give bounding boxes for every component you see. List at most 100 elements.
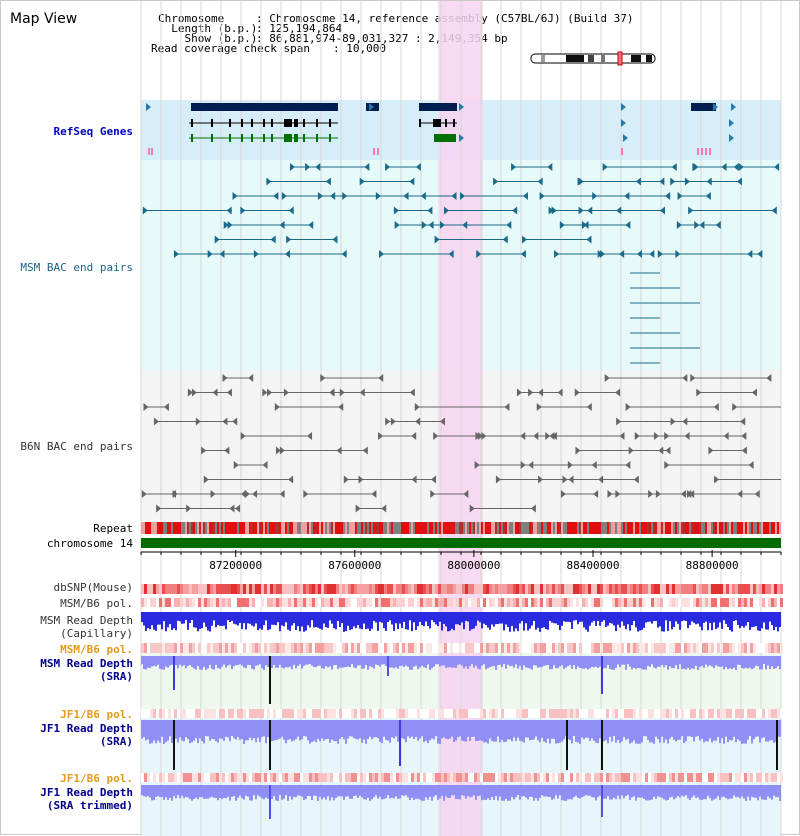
jf1-depth-sra-bar [213,720,215,740]
track-label-jf1-depth-sra[interactable]: JF1 Read Depth [40,722,133,735]
b6n-bac-pair-end [153,417,159,426]
msm-depth-sra-bar [417,656,419,670]
jf1-depth-trim-bar [465,785,467,799]
msm-depth-sra-bar [369,656,371,667]
jf1-depth-trim-bar [249,785,251,801]
msm-b6-pol-mark [528,598,531,607]
jf1-depth-sra-bar [653,720,655,744]
msm-b6-pol-mark [219,598,222,607]
repeat-mark [141,522,143,534]
msm-bac-pair-end [676,221,682,229]
msm-depth-sra-bar [303,656,305,666]
jf1-depth-sra-bar [559,720,561,743]
msm-b6-pol-2-mark [687,643,690,653]
b6n-bac-pair-end [339,388,345,397]
msm-depth-cap-bar [205,612,207,627]
jf1-depth-trim-bar [777,785,779,798]
msm-bac-pair-end [602,163,608,171]
jf1-b6-pol-mark [513,709,516,718]
jf1-depth-trim-bar [689,785,691,801]
repeat-mark [687,522,689,534]
msm-depth-sra-bar [467,656,469,669]
repeat-mark [197,522,199,534]
jf1-b6-pol-2-mark [648,773,651,782]
jf1-depth-trim-bar [435,785,437,796]
msm-b6-pol-mark [330,598,333,607]
msm-b6-pol-mark [150,598,153,607]
msm-depth-cap-bar [427,612,429,626]
msm-b6-pol-mark [267,598,270,607]
jf1-depth-sra-bar [195,720,197,739]
jf1-b6-pol-mark [717,709,720,718]
jf1-b6-pol-2-mark [228,773,231,782]
track-label-msm-depth-sra[interactable]: MSM Read Depth [40,657,133,670]
repeat-mark [565,522,567,534]
jf1-b6-pol-mark [651,709,654,718]
msm-depth-cap-bar [235,612,237,625]
jf1-depth-sra-bar [701,720,703,739]
repeat-mark [395,522,397,534]
dbsnp-mark [378,584,381,594]
msm-b6-pol-mark [579,598,582,607]
jf1-b6-pol-mark [399,709,402,718]
track-label-msm-b6-pol-2[interactable]: MSM/B6 pol. [60,643,133,656]
msm-depth-cap-bar [551,612,553,623]
msm-depth-sra-bar [733,656,735,668]
repeat-mark [291,522,293,534]
msm-b6-pol-2-mark [465,643,468,653]
msm-b6-pol-2-mark [483,643,486,653]
repeat-mark [201,522,203,534]
dbsnp-mark [309,584,312,594]
jf1-depth-sra-bar [569,720,571,740]
track-label-jf1-depth-trim[interactable]: JF1 Read Depth [40,786,133,799]
jf1-b6-pol-2-mark [633,773,636,782]
b6n-bac-pair-end [274,403,280,411]
msm-b6-pol-2-mark [735,643,738,653]
msm-bac-pair-end [359,177,365,186]
msm-b6-pol-mark [534,598,537,607]
repeat-mark [655,522,657,534]
msm-b6-pol-mark [288,598,291,607]
jf1-b6-pol-mark [186,709,189,718]
track-label-jf1-b6-pol-2[interactable]: JF1/B6 pol. [60,772,133,785]
jf1-depth-trim-bar [379,785,381,797]
track-label-dbsnp[interactable]: dbSNP(Mouse) [53,581,133,594]
jf1-depth-trim-bar [207,785,209,799]
jf1-b6-pol-mark [714,709,717,718]
msm-b6-pol-2-mark [534,643,537,653]
jf1-b6-pol-mark [732,709,735,718]
msm-depth-cap-bar [417,612,419,627]
repeat-mark [695,522,697,534]
jf1-depth-sra-bar [471,720,473,738]
refseq-tick [373,148,375,155]
dbsnp-mark [591,584,594,594]
msm-b6-pol-mark [477,598,480,607]
repeat-mark [267,522,269,534]
track-label-repeat[interactable]: Repeat [93,522,133,535]
msm-depth-sra-bar [679,656,681,665]
jf1-b6-pol-2-mark [312,773,315,782]
repeat-mark [353,522,355,534]
jf1-depth-sra-bar [235,720,237,740]
b6n-bac-pair-end [682,374,688,382]
msm-b6-pol-2-mark [240,643,243,653]
jf1-b6-pol-mark [183,709,186,718]
msm-depth-sra-bar [717,656,719,667]
track-label-msm-b6-pol[interactable]: MSM/B6 pol. [60,597,133,610]
track-label-jf1-b6-pol[interactable]: JF1/B6 pol. [60,708,133,721]
msm-b6-pol-2-mark [150,643,153,653]
jf1-b6-pol-mark [489,709,492,718]
track-label-refseq[interactable]: RefSeq Genes [53,125,133,138]
jf1-depth-sra-bar [597,720,599,743]
track-label-b6n-bac[interactable]: B6N BAC end pairs [20,440,133,453]
track-label-msm-depth-cap[interactable]: MSM Read Depth [40,614,133,627]
msm-depth-sra-bar [675,656,677,666]
msm-depth-sra-bar [293,656,295,665]
jf1-depth-sra-bar [521,720,523,742]
track-label-msm-bac[interactable]: MSM BAC end pairs [20,261,133,274]
msm-b6-pol-mark [183,598,186,607]
jf1-depth-sra-bar [531,720,533,740]
repeat-mark [203,522,205,534]
msm-b6-pol-mark [306,598,309,607]
